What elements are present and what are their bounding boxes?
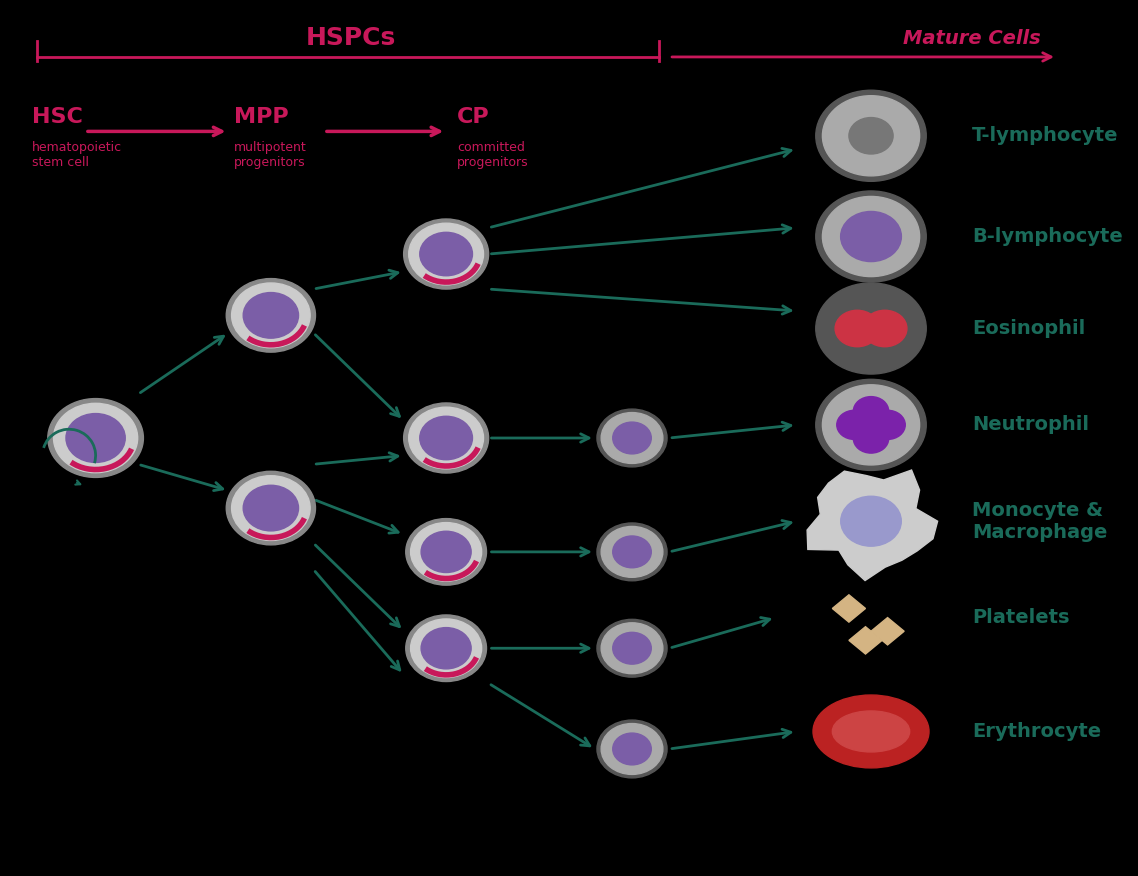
Text: hematopoietic
stem cell: hematopoietic stem cell: [32, 141, 122, 169]
Circle shape: [835, 310, 880, 347]
Text: multipotent
progenitors: multipotent progenitors: [233, 141, 306, 169]
Text: Monocyte &
Macrophage: Monocyte & Macrophage: [972, 501, 1107, 541]
Circle shape: [411, 619, 481, 677]
Circle shape: [66, 413, 125, 463]
Circle shape: [816, 90, 926, 181]
Circle shape: [601, 724, 662, 774]
Circle shape: [854, 397, 889, 426]
Circle shape: [244, 293, 298, 338]
Circle shape: [597, 523, 667, 581]
Ellipse shape: [832, 711, 909, 752]
Circle shape: [841, 496, 901, 547]
Text: Mature Cells: Mature Cells: [904, 29, 1041, 48]
Circle shape: [823, 95, 920, 176]
Circle shape: [406, 615, 486, 682]
Circle shape: [612, 632, 651, 664]
Circle shape: [601, 623, 662, 674]
Text: B-lymphocyte: B-lymphocyte: [972, 227, 1123, 246]
Circle shape: [869, 410, 905, 440]
Circle shape: [404, 403, 488, 473]
Circle shape: [823, 385, 920, 465]
Circle shape: [823, 196, 920, 277]
Circle shape: [409, 223, 484, 285]
Text: Eosinophil: Eosinophil: [972, 319, 1086, 338]
Circle shape: [612, 422, 651, 454]
Text: committed
progenitors: committed progenitors: [456, 141, 528, 169]
Text: MPP: MPP: [233, 107, 288, 127]
Text: Erythrocyte: Erythrocyte: [972, 722, 1102, 741]
Circle shape: [409, 407, 484, 469]
Circle shape: [226, 471, 315, 545]
Circle shape: [612, 536, 651, 568]
Circle shape: [597, 619, 667, 677]
Circle shape: [612, 733, 651, 765]
Circle shape: [601, 526, 662, 577]
Circle shape: [232, 283, 311, 348]
Circle shape: [48, 399, 143, 477]
Circle shape: [404, 219, 488, 289]
Circle shape: [841, 211, 901, 262]
Circle shape: [53, 403, 138, 473]
Circle shape: [863, 310, 907, 347]
Ellipse shape: [813, 695, 929, 768]
Text: Neutrophil: Neutrophil: [972, 415, 1089, 434]
Circle shape: [411, 523, 481, 581]
Circle shape: [816, 379, 926, 470]
Circle shape: [849, 117, 893, 154]
Circle shape: [406, 519, 486, 585]
Circle shape: [816, 191, 926, 282]
Circle shape: [420, 232, 472, 276]
Text: CP: CP: [456, 107, 489, 127]
Circle shape: [854, 424, 889, 453]
Circle shape: [226, 279, 315, 352]
Circle shape: [597, 720, 667, 778]
Circle shape: [420, 416, 472, 460]
Circle shape: [232, 476, 311, 540]
Text: Platelets: Platelets: [972, 608, 1070, 627]
Circle shape: [836, 410, 872, 440]
Polygon shape: [807, 470, 938, 581]
Text: HSPCs: HSPCs: [305, 26, 396, 50]
Circle shape: [421, 531, 471, 573]
Text: T-lymphocyte: T-lymphocyte: [972, 126, 1119, 145]
Circle shape: [601, 413, 662, 463]
Circle shape: [244, 485, 298, 531]
Text: HSC: HSC: [32, 107, 83, 127]
Circle shape: [597, 409, 667, 467]
Circle shape: [421, 627, 471, 669]
Circle shape: [816, 283, 926, 374]
